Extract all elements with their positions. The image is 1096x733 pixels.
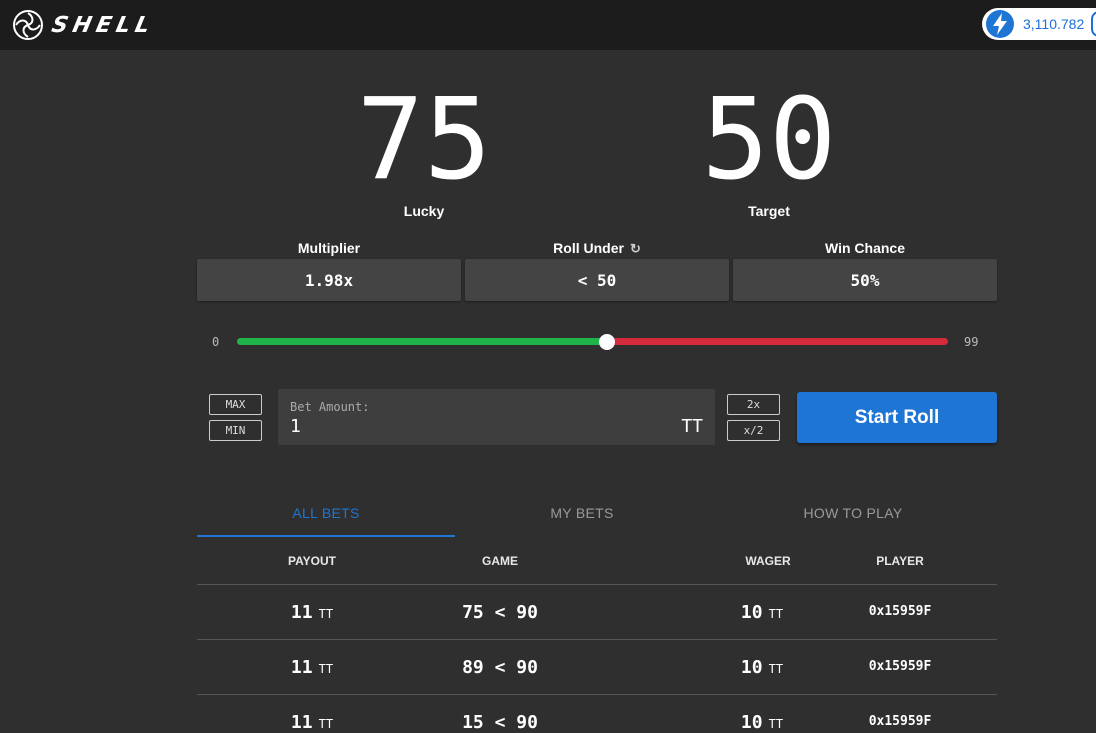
roll-under-label-text: Roll Under: [553, 240, 624, 256]
active-tab-indicator: [197, 535, 455, 537]
wager-value: 10: [740, 657, 763, 678]
slider-max-label: 99: [964, 335, 979, 349]
tab-all-bets[interactable]: ALL BETS: [292, 505, 360, 521]
logo-text: SHELL: [49, 12, 157, 38]
shell-logo-icon: [13, 10, 43, 40]
refresh-icon[interactable]: ↻: [629, 241, 641, 256]
balance-amount: 3,110.782: [1023, 16, 1085, 32]
payout-value: 11: [290, 657, 313, 678]
game-cell: 89 < 90: [462, 657, 538, 678]
roll-under-field[interactable]: < 50: [465, 259, 729, 301]
row-divider: [197, 584, 997, 585]
lucky-number: 75: [356, 75, 492, 205]
max-bet-button[interactable]: MAX: [209, 394, 262, 415]
payout-cell: 11 TT: [252, 602, 372, 623]
player-cell[interactable]: 0x15959F: [868, 604, 932, 619]
lucky-label: Lucky: [403, 203, 445, 219]
game-cell: 75 < 90: [462, 602, 538, 623]
roll-under-label: Roll Under ↻: [465, 240, 729, 257]
wager-cell: 10 TT: [702, 657, 822, 678]
payout-value: 11: [290, 712, 313, 733]
top-bar: SHELL 3,110.782: [0, 0, 1096, 50]
multiplier-field[interactable]: 1.98x: [197, 259, 461, 301]
bet-unit-label: TT: [681, 416, 703, 437]
payout-unit: TT: [318, 662, 334, 676]
win-chance-field[interactable]: 50%: [733, 259, 997, 301]
start-roll-button[interactable]: Start Roll: [797, 392, 997, 443]
slider-track-lose[interactable]: [607, 338, 948, 345]
payout-unit: TT: [318, 607, 334, 621]
header-wager: WAGER: [745, 554, 791, 568]
wager-cell: 10 TT: [702, 602, 822, 623]
player-cell[interactable]: 0x15959F: [868, 714, 932, 729]
balance-pill[interactable]: 3,110.782: [982, 8, 1096, 40]
slider-track-win[interactable]: [237, 338, 607, 345]
tab-how-to-play[interactable]: HOW TO PLAY: [803, 505, 903, 521]
payout-cell: 11 TT: [252, 712, 372, 733]
wager-value: 10: [740, 602, 763, 623]
slider-handle[interactable]: [599, 334, 615, 350]
target-label: Target: [748, 203, 790, 219]
wager-cell: 10 TT: [702, 712, 822, 733]
balance-extra-icon: [1091, 11, 1096, 37]
win-chance-label: Win Chance: [825, 240, 905, 256]
row-divider: [197, 694, 997, 695]
header-payout: PAYOUT: [287, 554, 336, 568]
min-bet-button[interactable]: MIN: [209, 420, 262, 441]
slider-min-label: 0: [212, 335, 220, 349]
bet-amount-label: Bet Amount:: [290, 400, 370, 414]
half-bet-button[interactable]: x/2: [727, 420, 780, 441]
payout-unit: TT: [318, 717, 334, 731]
row-divider: [197, 639, 997, 640]
wager-unit: TT: [768, 607, 784, 621]
tab-my-bets[interactable]: MY BETS: [550, 505, 614, 521]
multiplier-label: Multiplier: [297, 240, 361, 256]
game-cell: 15 < 90: [462, 712, 538, 733]
bet-amount-input[interactable]: 1: [290, 416, 301, 437]
wager-unit: TT: [768, 717, 784, 731]
player-cell[interactable]: 0x15959F: [868, 659, 932, 674]
target-number: 50: [701, 75, 837, 205]
header-player: PLAYER: [876, 554, 924, 568]
double-bet-button[interactable]: 2x: [727, 394, 780, 415]
header-game: GAME: [482, 554, 518, 568]
wager-unit: TT: [768, 662, 784, 676]
payout-cell: 11 TT: [252, 657, 372, 678]
logo[interactable]: SHELL: [12, 8, 157, 42]
bet-amount-field[interactable]: Bet Amount: 1 TT: [278, 389, 715, 445]
payout-value: 11: [290, 602, 313, 623]
wager-value: 10: [740, 712, 763, 733]
lightning-bolt-icon: [986, 10, 1014, 38]
